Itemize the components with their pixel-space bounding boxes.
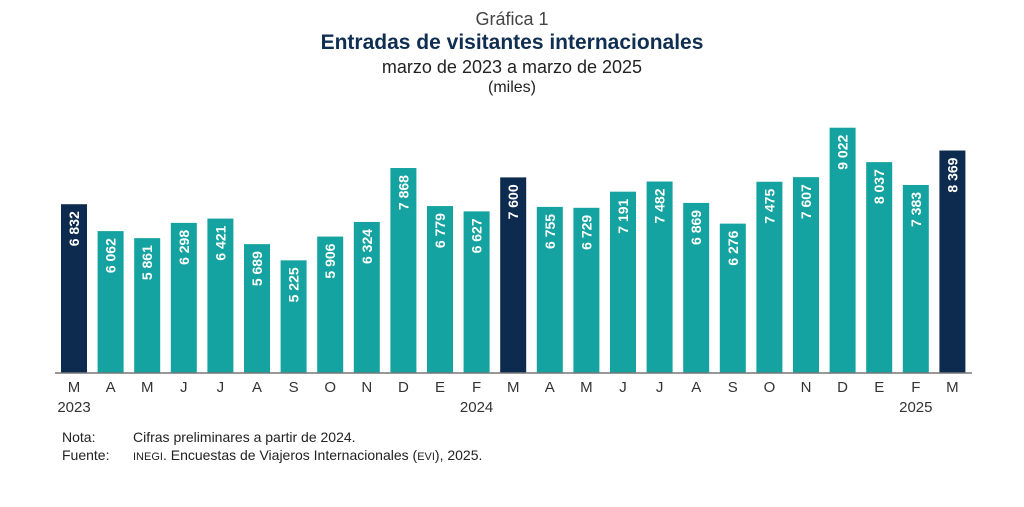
bar (829, 127, 856, 373)
x-tick-label: M (580, 379, 593, 396)
chart-notes: Nota: Cifras preliminares a partir de 20… (62, 428, 482, 466)
bar (134, 238, 161, 373)
x-tick-label: E (874, 379, 884, 396)
bar-value-label: 5 861 (139, 245, 155, 280)
bar (500, 177, 527, 373)
bar-value-label: 7 868 (395, 175, 411, 210)
bar-value-label: 9 022 (835, 135, 851, 170)
bar (244, 244, 270, 373)
note-text: Cifras preliminares a partir de 2024. (133, 429, 356, 445)
bar-value-label: 6 729 (578, 215, 594, 250)
x-tick-label: J (656, 379, 664, 396)
bar-value-label: 7 191 (615, 198, 631, 233)
x-tick-label: J (180, 379, 188, 396)
bar-value-label: 5 689 (249, 251, 265, 286)
figure-number: Gráfica 1 (475, 9, 549, 29)
x-tick-label: E (435, 379, 445, 396)
x-tick-label: A (691, 379, 701, 396)
bar-value-label: 6 324 (359, 229, 375, 264)
bar (646, 181, 673, 373)
bar-value-label: 6 869 (688, 210, 704, 245)
bar-value-label: 8 037 (871, 169, 887, 204)
source-abbr: EVI (417, 451, 435, 463)
bar-value-label: 5 906 (322, 243, 338, 278)
x-tick-label: A (252, 379, 262, 396)
x-year-label: 2023 (57, 399, 90, 416)
bar-value-label: 6 627 (469, 218, 485, 253)
x-tick-label: F (472, 379, 481, 396)
bar-value-label: 7 383 (908, 192, 924, 227)
x-tick-label: J (217, 379, 225, 396)
bar (756, 181, 783, 373)
x-tick-label: J (619, 379, 627, 396)
note-label: Nota: (62, 429, 96, 445)
bar (793, 177, 819, 373)
bar (573, 207, 600, 373)
bar (683, 202, 710, 373)
bar-value-label: 7 600 (505, 184, 521, 219)
chart-header: Gráfica 1 Entradas de visitantes interna… (0, 8, 1024, 98)
bar (61, 204, 87, 373)
bar (427, 206, 453, 373)
chart-subtitle: marzo de 2023 a marzo de 2025 (381, 57, 643, 77)
x-year-label: 2025 (899, 399, 932, 416)
bar-value-label: 5 225 (286, 267, 302, 302)
x-tick-label: M (946, 379, 959, 396)
bar-value-label: 6 062 (103, 238, 119, 273)
bar-value-label: 6 755 (542, 214, 558, 249)
x-tick-label: S (728, 379, 738, 396)
source-text: INEGI. Encuestas de Viajeros Internacion… (133, 446, 482, 466)
x-tick-label: A (545, 379, 555, 396)
chart-title: Entradas de visitantes internacionales (320, 31, 704, 54)
bar-value-label: 6 298 (176, 230, 192, 265)
x-tick-label: M (68, 379, 81, 396)
source-text-2: ), 2025. (434, 447, 483, 463)
source-org: INEGI (133, 451, 163, 463)
bar (207, 218, 234, 373)
bar-value-label: 7 607 (798, 184, 814, 219)
x-tick-label: N (361, 379, 372, 396)
bar-value-label: 7 482 (652, 188, 668, 223)
x-tick-label: F (911, 379, 920, 396)
bar-value-label: 6 832 (66, 211, 82, 246)
x-tick-label: M (141, 379, 154, 396)
x-tick-label: S (289, 379, 299, 396)
bar (939, 150, 966, 373)
source-label: Fuente: (62, 447, 110, 463)
bar (390, 168, 417, 373)
x-tick-label: O (764, 379, 776, 396)
x-year-label: 2024 (460, 399, 493, 416)
bar-value-label: 7 475 (761, 189, 777, 224)
note-row: Nota: Cifras preliminares a partir de 20… (62, 428, 482, 446)
bar (353, 221, 380, 373)
bar (463, 211, 490, 373)
bar (902, 184, 929, 373)
source-text-1: . Encuestas de Viajeros Internacionales … (162, 447, 418, 463)
bar-value-label: 8 369 (944, 157, 960, 192)
source-row: Fuente: INEGI. Encuestas de Viajeros Int… (62, 446, 482, 466)
x-tick-label: N (801, 379, 812, 396)
bar (280, 260, 307, 373)
x-tick-label: D (398, 379, 409, 396)
bar (610, 191, 636, 373)
chart-units: (miles) (488, 79, 536, 96)
x-tick-label: M (507, 379, 520, 396)
x-tick-label: O (324, 379, 336, 396)
bar (719, 223, 746, 373)
bar (97, 231, 124, 373)
bar-value-label: 6 276 (725, 230, 741, 265)
bar-value-label: 6 421 (212, 225, 228, 260)
x-tick-label: D (837, 379, 848, 396)
bar (536, 206, 563, 373)
x-tick-label: A (106, 379, 116, 396)
bar (170, 222, 197, 373)
bar-value-label: 6 779 (432, 213, 448, 248)
bar (866, 162, 893, 373)
bar (317, 236, 344, 373)
